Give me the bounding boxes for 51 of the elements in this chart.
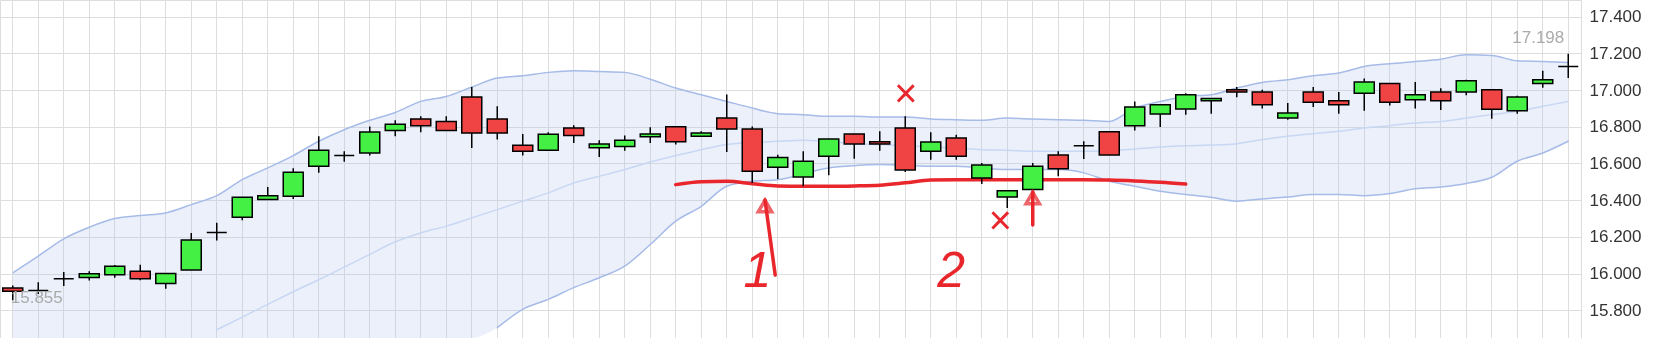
candlestick (486, 105, 508, 141)
annotation: 1 (743, 242, 772, 298)
candlestick (53, 271, 75, 287)
candlestick (1481, 89, 1503, 120)
candlestick (308, 135, 330, 174)
y-tick-label: 16.400 (1589, 190, 1642, 210)
candlestick (1073, 140, 1095, 160)
candlestick (1098, 130, 1120, 156)
y-tick-label: 16.000 (1589, 264, 1642, 284)
candlestick (1353, 77, 1375, 112)
candlestick (869, 130, 891, 152)
candlestick (818, 138, 840, 176)
candlestick (1302, 86, 1324, 108)
y-tick-label: 16.800 (1589, 117, 1642, 137)
y-tick-label: 16.200 (1589, 227, 1642, 247)
candlestick (1251, 89, 1273, 110)
candlestick (945, 133, 967, 161)
candlestick (282, 167, 304, 200)
candlestick (1379, 82, 1401, 107)
candlestick (231, 196, 253, 221)
candlestick (971, 162, 993, 185)
y-tick-label: 17.200 (1589, 43, 1642, 63)
annotation: 2 (936, 242, 966, 298)
candlestick (1047, 150, 1069, 178)
candlestick (1124, 100, 1146, 132)
candlestick (206, 222, 228, 242)
candlestick (1557, 52, 1579, 79)
candlestick (1022, 162, 1044, 191)
annotation: × (987, 198, 1012, 242)
candlestick (920, 131, 942, 161)
y-tick-label: 17.000 (1589, 80, 1642, 100)
candlestick (359, 125, 381, 157)
y-tick-label: 16.600 (1589, 153, 1642, 173)
annotation: 17.198 (1512, 28, 1565, 47)
candlestick (716, 93, 738, 153)
candlestick (767, 153, 789, 180)
y-tick-label: 17.400 (1589, 7, 1642, 27)
candlestick (1328, 91, 1350, 115)
candlestick (1149, 103, 1171, 128)
line-series (496, 140, 1569, 329)
candlestick (1404, 81, 1426, 110)
y-tick-label: 15.800 (1589, 300, 1642, 320)
candlestick (843, 133, 865, 160)
annotation: × (893, 71, 917, 115)
candlestick (1430, 87, 1452, 111)
candlestick (792, 150, 814, 188)
candlestick (1532, 69, 1554, 89)
candlestick (512, 133, 534, 157)
annotation: 15.855 (10, 288, 63, 307)
candlestick (1175, 92, 1197, 116)
candlestick (537, 131, 559, 152)
